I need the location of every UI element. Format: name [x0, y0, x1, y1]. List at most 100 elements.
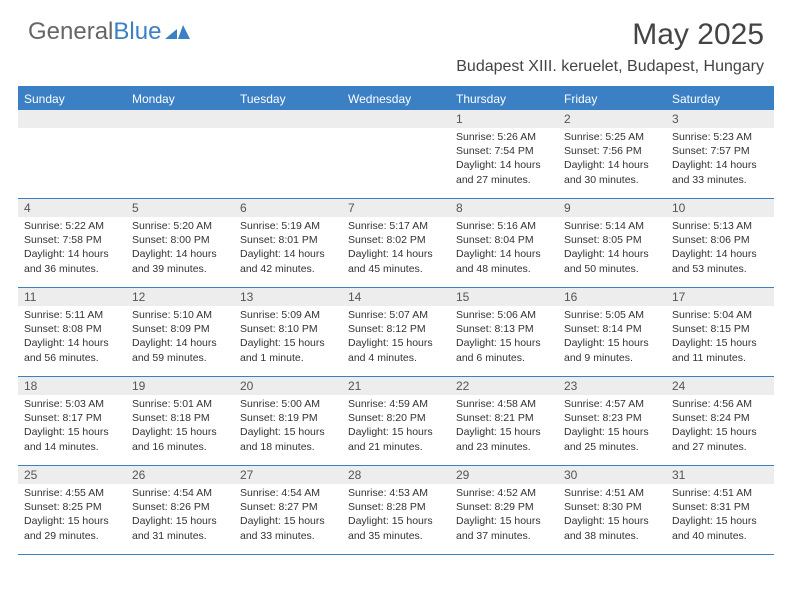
- weekday-row: SundayMondayTuesdayWednesdayThursdayFrid…: [18, 88, 774, 110]
- day-cell: 14Sunrise: 5:07 AMSunset: 8:12 PMDayligh…: [342, 288, 450, 376]
- day-details: Sunrise: 4:55 AMSunset: 8:25 PMDaylight:…: [18, 484, 126, 547]
- daylight-line: Daylight: 15 hours and 1 minute.: [240, 336, 336, 364]
- day-cell: 26Sunrise: 4:54 AMSunset: 8:26 PMDayligh…: [126, 466, 234, 554]
- day-cell: 4Sunrise: 5:22 AMSunset: 7:58 PMDaylight…: [18, 199, 126, 287]
- sunset-line: Sunset: 8:24 PM: [672, 411, 768, 425]
- logo-text-2: Blue: [113, 18, 161, 46]
- day-cell: 21Sunrise: 4:59 AMSunset: 8:20 PMDayligh…: [342, 377, 450, 465]
- day-details: Sunrise: 5:03 AMSunset: 8:17 PMDaylight:…: [18, 395, 126, 458]
- day-number: 9: [558, 199, 666, 217]
- daylight-line: Daylight: 14 hours and 27 minutes.: [456, 158, 552, 186]
- sunrise-line: Sunrise: 5:07 AM: [348, 308, 444, 322]
- daylight-line: Daylight: 15 hours and 6 minutes.: [456, 336, 552, 364]
- daylight-line: Daylight: 15 hours and 27 minutes.: [672, 425, 768, 453]
- sunrise-line: Sunrise: 5:23 AM: [672, 130, 768, 144]
- sunset-line: Sunset: 7:54 PM: [456, 144, 552, 158]
- weekday-label: Saturday: [666, 88, 774, 110]
- week-row: 4Sunrise: 5:22 AMSunset: 7:58 PMDaylight…: [18, 199, 774, 288]
- day-details: Sunrise: 4:59 AMSunset: 8:20 PMDaylight:…: [342, 395, 450, 458]
- header: GeneralBlue May 2025 Budapest XIII. keru…: [0, 0, 792, 80]
- day-cell: 30Sunrise: 4:51 AMSunset: 8:30 PMDayligh…: [558, 466, 666, 554]
- daylight-line: Daylight: 15 hours and 37 minutes.: [456, 514, 552, 542]
- daylight-line: Daylight: 14 hours and 30 minutes.: [564, 158, 660, 186]
- sunrise-line: Sunrise: 5:19 AM: [240, 219, 336, 233]
- sunset-line: Sunset: 8:19 PM: [240, 411, 336, 425]
- day-cell: 29Sunrise: 4:52 AMSunset: 8:29 PMDayligh…: [450, 466, 558, 554]
- sunrise-line: Sunrise: 5:05 AM: [564, 308, 660, 322]
- sunrise-line: Sunrise: 5:04 AM: [672, 308, 768, 322]
- day-details: Sunrise: 5:01 AMSunset: 8:18 PMDaylight:…: [126, 395, 234, 458]
- sunrise-line: Sunrise: 4:52 AM: [456, 486, 552, 500]
- day-number: 19: [126, 377, 234, 395]
- day-number: 13: [234, 288, 342, 306]
- sunset-line: Sunset: 8:12 PM: [348, 322, 444, 336]
- week-row: 11Sunrise: 5:11 AMSunset: 8:08 PMDayligh…: [18, 288, 774, 377]
- daylight-line: Daylight: 14 hours and 39 minutes.: [132, 247, 228, 275]
- sunrise-line: Sunrise: 5:16 AM: [456, 219, 552, 233]
- sunrise-line: Sunrise: 5:11 AM: [24, 308, 120, 322]
- sunset-line: Sunset: 8:20 PM: [348, 411, 444, 425]
- logo: GeneralBlue: [28, 18, 191, 46]
- sunrise-line: Sunrise: 4:54 AM: [240, 486, 336, 500]
- day-details: Sunrise: 5:04 AMSunset: 8:15 PMDaylight:…: [666, 306, 774, 369]
- day-number: 1: [450, 110, 558, 128]
- sunrise-line: Sunrise: 5:25 AM: [564, 130, 660, 144]
- day-cell: 20Sunrise: 5:00 AMSunset: 8:19 PMDayligh…: [234, 377, 342, 465]
- sunrise-line: Sunrise: 4:51 AM: [672, 486, 768, 500]
- day-cell: 9Sunrise: 5:14 AMSunset: 8:05 PMDaylight…: [558, 199, 666, 287]
- empty-day-header: [234, 110, 342, 128]
- day-number: 18: [18, 377, 126, 395]
- sunset-line: Sunset: 8:06 PM: [672, 233, 768, 247]
- day-details: Sunrise: 5:09 AMSunset: 8:10 PMDaylight:…: [234, 306, 342, 369]
- weeks-container: 1Sunrise: 5:26 AMSunset: 7:54 PMDaylight…: [18, 110, 774, 555]
- day-details: Sunrise: 5:00 AMSunset: 8:19 PMDaylight:…: [234, 395, 342, 458]
- sunrise-line: Sunrise: 5:14 AM: [564, 219, 660, 233]
- day-number: 28: [342, 466, 450, 484]
- day-number: 10: [666, 199, 774, 217]
- day-number: 27: [234, 466, 342, 484]
- day-details: Sunrise: 5:13 AMSunset: 8:06 PMDaylight:…: [666, 217, 774, 280]
- sunrise-line: Sunrise: 5:03 AM: [24, 397, 120, 411]
- sunrise-line: Sunrise: 4:51 AM: [564, 486, 660, 500]
- sunset-line: Sunset: 8:15 PM: [672, 322, 768, 336]
- day-details: Sunrise: 4:54 AMSunset: 8:27 PMDaylight:…: [234, 484, 342, 547]
- daylight-line: Daylight: 14 hours and 36 minutes.: [24, 247, 120, 275]
- daylight-line: Daylight: 15 hours and 31 minutes.: [132, 514, 228, 542]
- weekday-label: Friday: [558, 88, 666, 110]
- sunrise-line: Sunrise: 5:09 AM: [240, 308, 336, 322]
- day-cell: 19Sunrise: 5:01 AMSunset: 8:18 PMDayligh…: [126, 377, 234, 465]
- day-number: 20: [234, 377, 342, 395]
- logo-icon: [165, 23, 191, 41]
- daylight-line: Daylight: 15 hours and 16 minutes.: [132, 425, 228, 453]
- day-number: 15: [450, 288, 558, 306]
- day-cell: 5Sunrise: 5:20 AMSunset: 8:00 PMDaylight…: [126, 199, 234, 287]
- day-cell: 8Sunrise: 5:16 AMSunset: 8:04 PMDaylight…: [450, 199, 558, 287]
- day-number: 31: [666, 466, 774, 484]
- sunrise-line: Sunrise: 5:20 AM: [132, 219, 228, 233]
- day-cell: 22Sunrise: 4:58 AMSunset: 8:21 PMDayligh…: [450, 377, 558, 465]
- day-details: Sunrise: 5:14 AMSunset: 8:05 PMDaylight:…: [558, 217, 666, 280]
- day-number: 4: [18, 199, 126, 217]
- sunrise-line: Sunrise: 5:06 AM: [456, 308, 552, 322]
- day-number: 2: [558, 110, 666, 128]
- day-details: Sunrise: 5:23 AMSunset: 7:57 PMDaylight:…: [666, 128, 774, 191]
- weekday-label: Thursday: [450, 88, 558, 110]
- day-details: Sunrise: 4:51 AMSunset: 8:30 PMDaylight:…: [558, 484, 666, 547]
- sunrise-line: Sunrise: 4:58 AM: [456, 397, 552, 411]
- sunset-line: Sunset: 8:02 PM: [348, 233, 444, 247]
- day-details: Sunrise: 5:25 AMSunset: 7:56 PMDaylight:…: [558, 128, 666, 191]
- week-row: 18Sunrise: 5:03 AMSunset: 8:17 PMDayligh…: [18, 377, 774, 466]
- day-details: Sunrise: 5:16 AMSunset: 8:04 PMDaylight:…: [450, 217, 558, 280]
- day-number: 14: [342, 288, 450, 306]
- day-number: 8: [450, 199, 558, 217]
- sunset-line: Sunset: 8:23 PM: [564, 411, 660, 425]
- daylight-line: Daylight: 15 hours and 35 minutes.: [348, 514, 444, 542]
- daylight-line: Daylight: 14 hours and 45 minutes.: [348, 247, 444, 275]
- day-cell: 3Sunrise: 5:23 AMSunset: 7:57 PMDaylight…: [666, 110, 774, 198]
- day-number: 16: [558, 288, 666, 306]
- daylight-line: Daylight: 15 hours and 29 minutes.: [24, 514, 120, 542]
- empty-day-header: [126, 110, 234, 128]
- sunset-line: Sunset: 8:04 PM: [456, 233, 552, 247]
- sunset-line: Sunset: 7:56 PM: [564, 144, 660, 158]
- day-number: 29: [450, 466, 558, 484]
